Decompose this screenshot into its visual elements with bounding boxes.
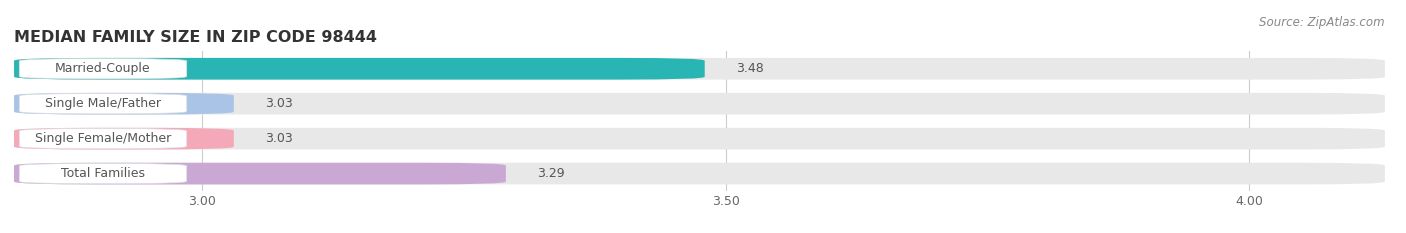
- FancyBboxPatch shape: [20, 94, 187, 114]
- FancyBboxPatch shape: [14, 128, 1385, 150]
- Text: Total Families: Total Families: [60, 167, 145, 180]
- FancyBboxPatch shape: [14, 163, 1385, 185]
- Text: 3.48: 3.48: [737, 62, 763, 75]
- Text: Source: ZipAtlas.com: Source: ZipAtlas.com: [1260, 16, 1385, 29]
- Text: Married-Couple: Married-Couple: [55, 62, 150, 75]
- Text: 3.29: 3.29: [537, 167, 565, 180]
- FancyBboxPatch shape: [14, 163, 506, 185]
- FancyBboxPatch shape: [14, 93, 233, 115]
- FancyBboxPatch shape: [14, 58, 1385, 80]
- FancyBboxPatch shape: [20, 129, 187, 149]
- Text: MEDIAN FAMILY SIZE IN ZIP CODE 98444: MEDIAN FAMILY SIZE IN ZIP CODE 98444: [14, 30, 377, 45]
- FancyBboxPatch shape: [14, 58, 704, 80]
- FancyBboxPatch shape: [14, 128, 233, 150]
- FancyBboxPatch shape: [14, 93, 1385, 115]
- Text: 3.03: 3.03: [266, 97, 292, 110]
- FancyBboxPatch shape: [20, 59, 187, 79]
- FancyBboxPatch shape: [20, 164, 187, 184]
- Text: Single Female/Mother: Single Female/Mother: [35, 132, 172, 145]
- Text: 3.03: 3.03: [266, 132, 292, 145]
- Text: Single Male/Father: Single Male/Father: [45, 97, 162, 110]
